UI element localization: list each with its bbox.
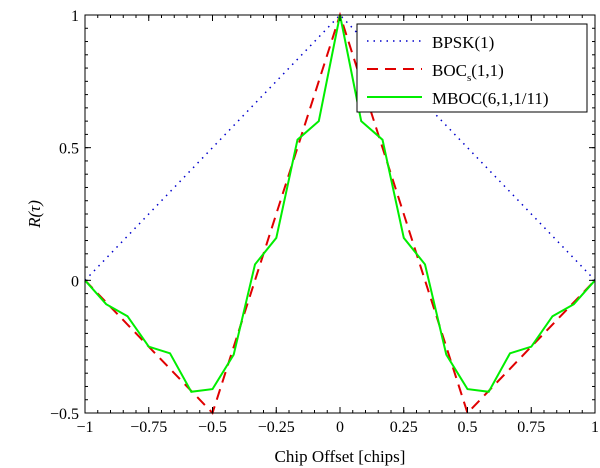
x-axis-label: Chip Offset [chips] xyxy=(275,447,406,466)
x-tick-label: 0.25 xyxy=(390,419,418,436)
y-axis-label: R(τ) xyxy=(25,200,44,229)
y-tick-label: 1 xyxy=(71,8,79,25)
y-tick-label: 0.5 xyxy=(59,141,79,158)
x-tick-label: −0.5 xyxy=(198,419,227,436)
x-tick-label: 0.5 xyxy=(458,419,478,436)
x-tick-label: 0.75 xyxy=(517,419,545,436)
x-tick-label: 1 xyxy=(591,419,599,436)
x-tick-label: −0.75 xyxy=(130,419,167,436)
x-tick-label: −1 xyxy=(76,419,93,436)
legend-label-boc: BOCs(1,1) xyxy=(432,61,504,84)
y-tick-label: −0.5 xyxy=(50,406,79,423)
x-tick-label: 0 xyxy=(336,419,344,436)
x-tick-label: −0.25 xyxy=(258,419,295,436)
legend-label-bpsk: BPSK(1) xyxy=(432,33,494,52)
y-tick-label: 0 xyxy=(71,273,79,290)
legend-label-mboc: MBOC(6,1,1/11) xyxy=(432,89,549,108)
legend: BPSK(1) BOCs(1,1) MBOC(6,1,1/11) xyxy=(356,23,588,113)
